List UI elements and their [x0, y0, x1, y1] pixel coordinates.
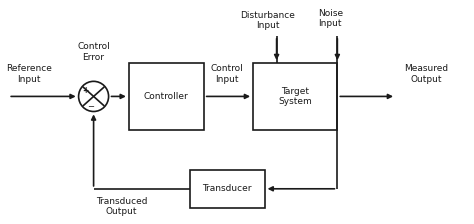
Text: Noise
Input: Noise Input	[318, 9, 343, 28]
Text: Target
System: Target System	[278, 87, 312, 106]
Text: Reference
Input: Reference Input	[6, 65, 52, 84]
Text: Disturbance
Input: Disturbance Input	[240, 11, 295, 30]
Text: Transducer: Transducer	[202, 184, 252, 193]
Text: Measured
Output: Measured Output	[404, 65, 448, 84]
Text: Transduced
Output: Transduced Output	[96, 197, 147, 216]
Text: +: +	[82, 86, 89, 95]
Text: Control
Input: Control Input	[211, 65, 244, 84]
Text: Controller: Controller	[144, 92, 189, 101]
Text: −: −	[87, 102, 94, 111]
Bar	[253, 63, 337, 130]
Text: Control
Error: Control Error	[77, 42, 110, 62]
Bar	[129, 63, 204, 130]
Bar	[190, 170, 264, 208]
